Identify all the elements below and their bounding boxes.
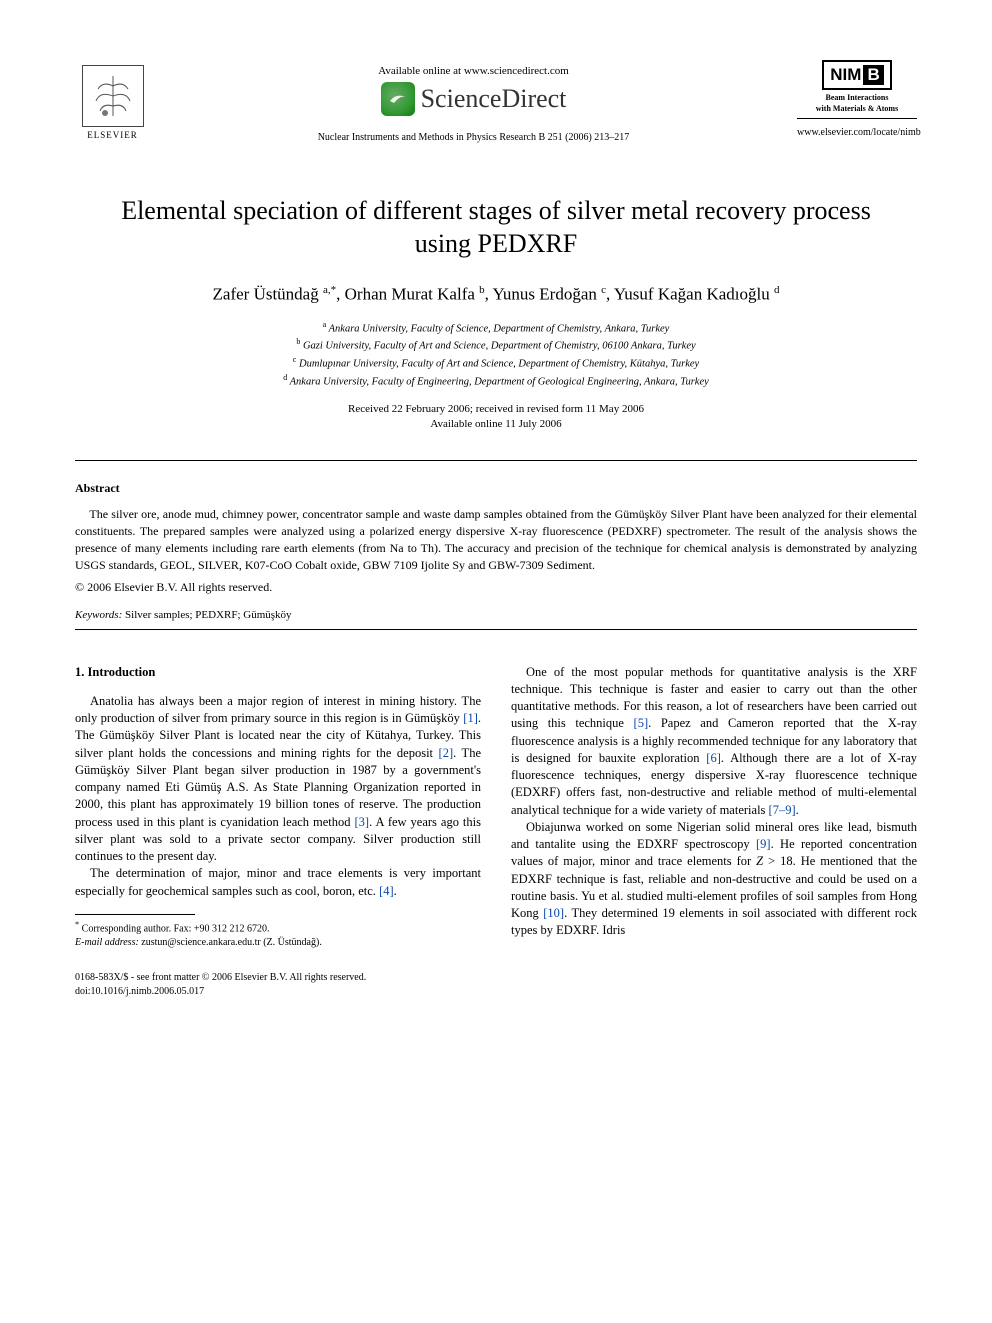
footer-doi: doi:10.1016/j.nimb.2006.05.017 bbox=[75, 985, 917, 999]
section-heading: 1. Introduction bbox=[75, 664, 481, 681]
right-column: One of the most popular methods for quan… bbox=[511, 664, 917, 950]
available-online-text: Available online at www.sciencedirect.co… bbox=[150, 65, 797, 77]
abstract-top-rule bbox=[75, 460, 917, 461]
journal-citation: Nuclear Instruments and Methods in Physi… bbox=[150, 132, 797, 143]
author-sep: , bbox=[485, 285, 493, 304]
journal-url: www.elsevier.com/locate/nimb bbox=[797, 127, 917, 138]
citation-link[interactable]: [9] bbox=[756, 837, 771, 851]
affiliation-c: c Dumlupınar University, Faculty of Art … bbox=[75, 354, 917, 372]
sciencedirect-label: ScienceDirect bbox=[421, 84, 567, 114]
citation-link[interactable]: [6] bbox=[706, 751, 721, 765]
body-columns: 1. Introduction Anatolia has always been… bbox=[75, 664, 917, 950]
citation-link[interactable]: [2] bbox=[439, 746, 454, 760]
author-1-affil: a,* bbox=[323, 284, 336, 296]
nimb-b: B bbox=[863, 65, 883, 85]
abstract-bottom-rule bbox=[75, 629, 917, 630]
online-date: Available online 11 July 2006 bbox=[75, 417, 917, 432]
author-2: Orhan Murat Kalfa bbox=[345, 285, 480, 304]
paragraph: Anatolia has always been a major region … bbox=[75, 693, 481, 866]
keywords-label: Keywords: bbox=[75, 609, 122, 621]
nimb-letters: NIM bbox=[830, 65, 861, 84]
journal-page: ELSEVIER Available online at www.science… bbox=[0, 0, 992, 1048]
received-date: Received 22 February 2006; received in r… bbox=[75, 402, 917, 417]
abstract-text: The silver ore, anode mud, chimney power… bbox=[75, 506, 917, 573]
citation-link[interactable]: [1] bbox=[463, 711, 478, 725]
abstract-copyright: © 2006 Elsevier B.V. All rights reserved… bbox=[75, 580, 917, 595]
keywords: Keywords: Silver samples; PEDXRF; Gümüşk… bbox=[75, 609, 917, 621]
citation-link[interactable]: [7–9] bbox=[769, 803, 796, 817]
paragraph: Obiajunwa worked on some Nigerian solid … bbox=[511, 819, 917, 940]
author-4-affil: d bbox=[774, 284, 780, 296]
sciencedirect-brand: ScienceDirect bbox=[381, 82, 567, 116]
citation-link[interactable]: [10] bbox=[543, 906, 564, 920]
corresponding-footnote: * Corresponding author. Fax: +90 312 212… bbox=[75, 919, 481, 949]
elsevier-logo: ELSEVIER bbox=[75, 60, 150, 145]
nimb-journal-logo: NIMB Beam Interactions with Materials & … bbox=[797, 60, 917, 138]
header-row: ELSEVIER Available online at www.science… bbox=[75, 60, 917, 145]
page-footer: 0168-583X/$ - see front matter © 2006 El… bbox=[75, 971, 917, 998]
citation-link[interactable]: [4] bbox=[379, 884, 394, 898]
article-dates: Received 22 February 2006; received in r… bbox=[75, 402, 917, 433]
corresponding-author: * Corresponding author. Fax: +90 312 212… bbox=[75, 919, 481, 936]
affiliation-d: d Ankara University, Faculty of Engineer… bbox=[75, 372, 917, 390]
header-rule bbox=[797, 118, 917, 119]
footer-line-1: 0168-583X/$ - see front matter © 2006 El… bbox=[75, 971, 917, 985]
nimb-subtitle-2: with Materials & Atoms bbox=[797, 105, 917, 114]
affiliation-b: b Gazi University, Faculty of Art and Sc… bbox=[75, 336, 917, 354]
author-3: Yunus Erdoğan bbox=[493, 285, 602, 304]
author-4: Yusuf Kağan Kadıoğlu bbox=[614, 285, 774, 304]
elsevier-label: ELSEVIER bbox=[87, 130, 138, 140]
sciencedirect-icon bbox=[381, 82, 415, 116]
abstract-heading: Abstract bbox=[75, 481, 917, 496]
author-sep: , bbox=[336, 285, 345, 304]
affiliation-a: a Ankara University, Faculty of Science,… bbox=[75, 319, 917, 337]
citation-link[interactable]: [5] bbox=[634, 716, 649, 730]
center-header: Available online at www.sciencedirect.co… bbox=[150, 60, 797, 143]
paragraph: One of the most popular methods for quan… bbox=[511, 664, 917, 819]
author-1: Zafer Üstündağ bbox=[213, 285, 323, 304]
footnote-rule bbox=[75, 914, 195, 915]
authors-line: Zafer Üstündağ a,*, Orhan Murat Kalfa b,… bbox=[75, 284, 917, 305]
article-title: Elemental speciation of different stages… bbox=[115, 195, 877, 260]
email-line: E-mail address: zustun@science.ankara.ed… bbox=[75, 936, 481, 950]
affiliations: a Ankara University, Faculty of Science,… bbox=[75, 319, 917, 390]
nimb-subtitle-1: Beam Interactions bbox=[797, 94, 917, 103]
left-column: 1. Introduction Anatolia has always been… bbox=[75, 664, 481, 950]
keywords-text: Silver samples; PEDXRF; Gümüşköy bbox=[122, 609, 291, 621]
paragraph: The determination of major, minor and tr… bbox=[75, 865, 481, 900]
elsevier-tree-icon bbox=[82, 65, 144, 127]
author-sep: , bbox=[606, 285, 614, 304]
nimb-logo-box: NIMB bbox=[822, 60, 891, 90]
citation-link[interactable]: [3] bbox=[355, 815, 370, 829]
